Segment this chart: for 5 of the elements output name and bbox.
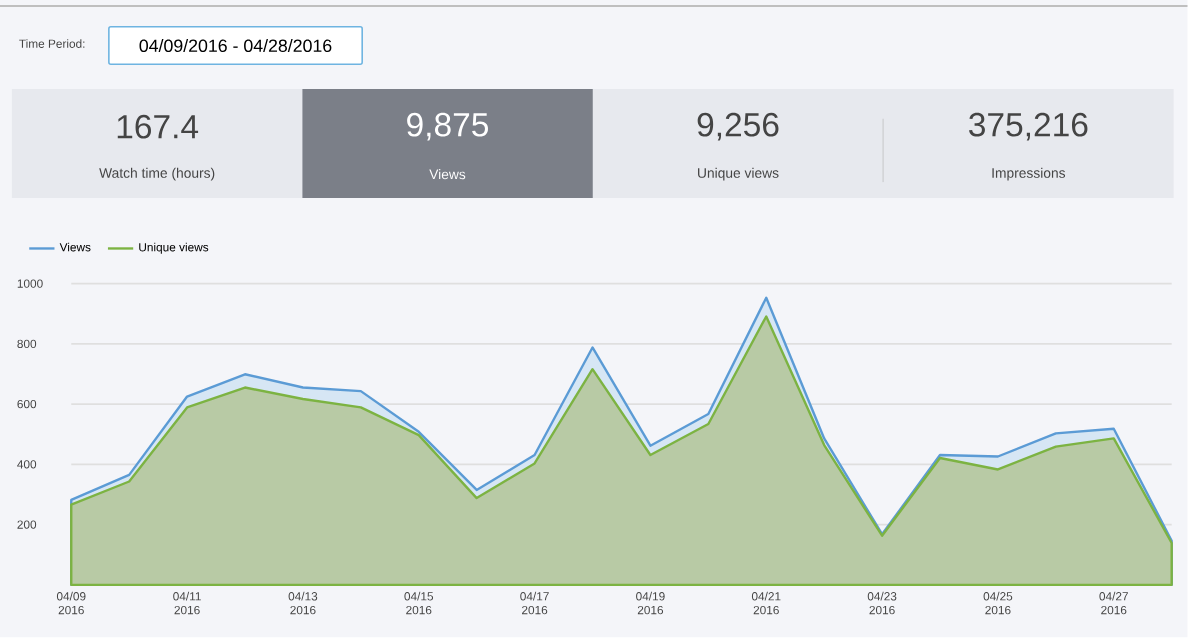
- text: 375,216: [969, 113, 1088, 141]
- text: 04/09/2016 - 04/28/2016: [139, 39, 332, 53]
- text: 9,256: [697, 113, 779, 141]
- text: 167.4: [117, 115, 199, 139]
- text: 9,875: [407, 113, 488, 141]
